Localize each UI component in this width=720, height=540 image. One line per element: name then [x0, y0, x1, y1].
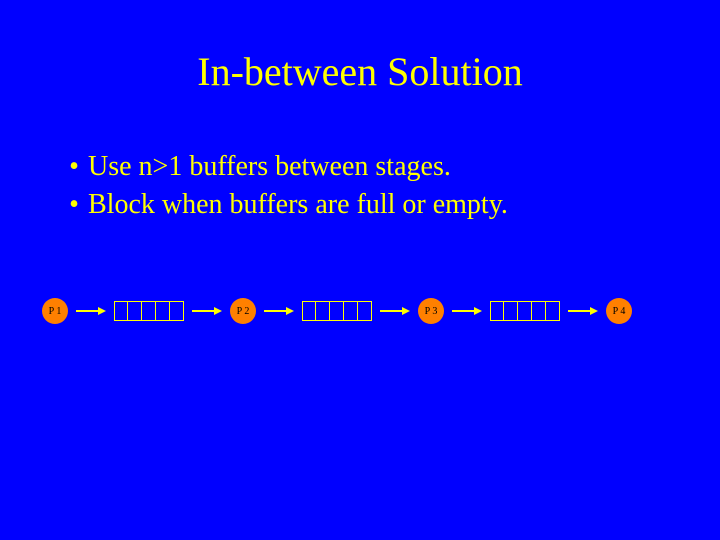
buffer-cell — [316, 301, 330, 321]
arrow-icon — [452, 307, 482, 315]
buffer-cell — [504, 301, 518, 321]
pipeline-stage: P 2 — [230, 298, 256, 324]
buffer-cell — [546, 301, 560, 321]
buffer-cell — [302, 301, 316, 321]
buffer-cell — [142, 301, 156, 321]
buffer-cell — [490, 301, 504, 321]
buffer-cell — [518, 301, 532, 321]
arrow-icon — [380, 307, 410, 315]
buffer-cell — [344, 301, 358, 321]
bullet-list: •Use n>1 buffers between stages.•Block w… — [60, 148, 508, 224]
bullet-text: Block when buffers are full or empty. — [88, 186, 508, 224]
pipeline-stage: P 3 — [418, 298, 444, 324]
bullet-dot: • — [60, 148, 88, 186]
buffer-cell — [532, 301, 546, 321]
buffer — [490, 301, 560, 321]
buffer — [114, 301, 184, 321]
bullet-dot: • — [60, 186, 88, 224]
bullet-item: •Block when buffers are full or empty. — [60, 186, 508, 224]
buffer-cell — [330, 301, 344, 321]
buffer-cell — [170, 301, 184, 321]
buffer-cell — [128, 301, 142, 321]
slide: In-between Solution •Use n>1 buffers bet… — [0, 0, 720, 540]
bullet-item: •Use n>1 buffers between stages. — [60, 148, 508, 186]
pipeline-diagram: P 1 P 2 P 3 P 4 — [42, 298, 632, 324]
arrow-icon — [192, 307, 222, 315]
arrow-icon — [264, 307, 294, 315]
buffer — [302, 301, 372, 321]
arrow-icon — [76, 307, 106, 315]
bullet-text: Use n>1 buffers between stages. — [88, 148, 451, 186]
buffer-cell — [358, 301, 372, 321]
buffer-cell — [114, 301, 128, 321]
arrow-icon — [568, 307, 598, 315]
buffer-cell — [156, 301, 170, 321]
pipeline-stage: P 1 — [42, 298, 68, 324]
slide-title: In-between Solution — [0, 48, 720, 95]
pipeline-stage: P 4 — [606, 298, 632, 324]
